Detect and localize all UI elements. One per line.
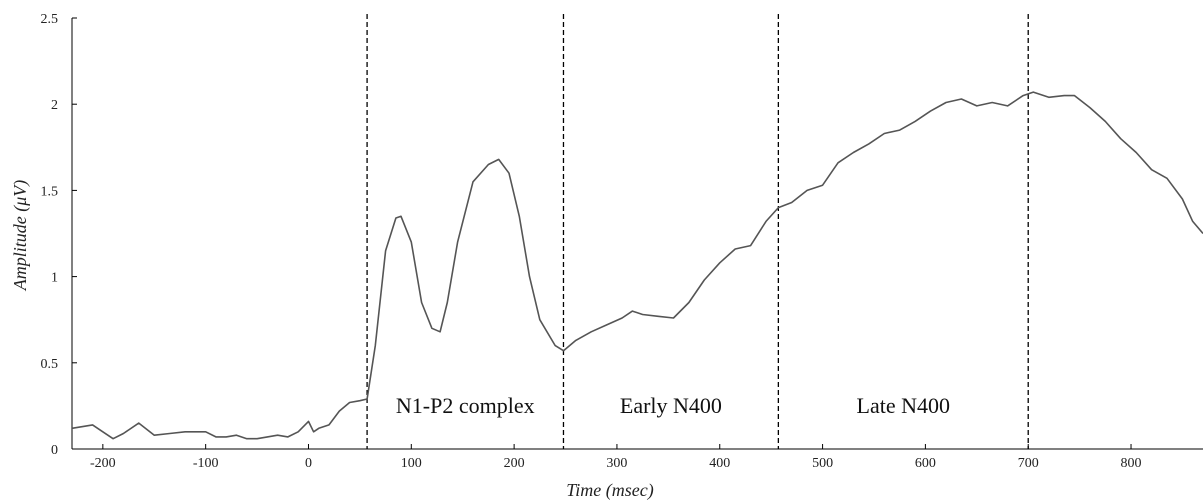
x-tick-label: 800 xyxy=(1121,456,1142,471)
y-tick-label: 1.5 xyxy=(41,184,59,199)
window-dividers xyxy=(366,14,1029,449)
x-tick-label: 200 xyxy=(504,456,525,471)
y-tick-label: 0 xyxy=(51,443,58,458)
x-axis-title: Time (msec) xyxy=(566,480,653,500)
y-tick-label: 1 xyxy=(51,271,58,286)
x-tick-label: 100 xyxy=(401,456,422,471)
y-axis-ticks: 0 0.5 1 1.5 2 2.5 xyxy=(41,12,77,458)
x-tick-label: 500 xyxy=(812,456,833,471)
x-tick-label: 400 xyxy=(709,456,730,471)
region-label: Early N400 xyxy=(620,393,722,418)
region-label: N1-P2 complex xyxy=(396,393,535,418)
y-axis-title: Amplitude (μV) xyxy=(10,180,31,292)
x-axis-ticks: -200 -100 0 100 200 300 400 500 600 700 800 xyxy=(90,444,1142,471)
y-tick-label: 2 xyxy=(51,98,58,113)
x-tick-label: 0 xyxy=(305,456,312,471)
x-tick-label: 700 xyxy=(1018,456,1039,471)
region-labels: N1-P2 complex Early N400 Late N400 xyxy=(396,393,950,418)
erp-waveform-line xyxy=(71,91,1203,440)
x-tick-label: -100 xyxy=(193,456,219,471)
y-tick-label: 0.5 xyxy=(41,357,59,372)
y-tick-label: 2.5 xyxy=(41,12,59,27)
x-tick-label: -200 xyxy=(90,456,116,471)
x-tick-label: 300 xyxy=(606,456,627,471)
region-label: Late N400 xyxy=(857,393,950,418)
x-tick-label: 600 xyxy=(915,456,936,471)
